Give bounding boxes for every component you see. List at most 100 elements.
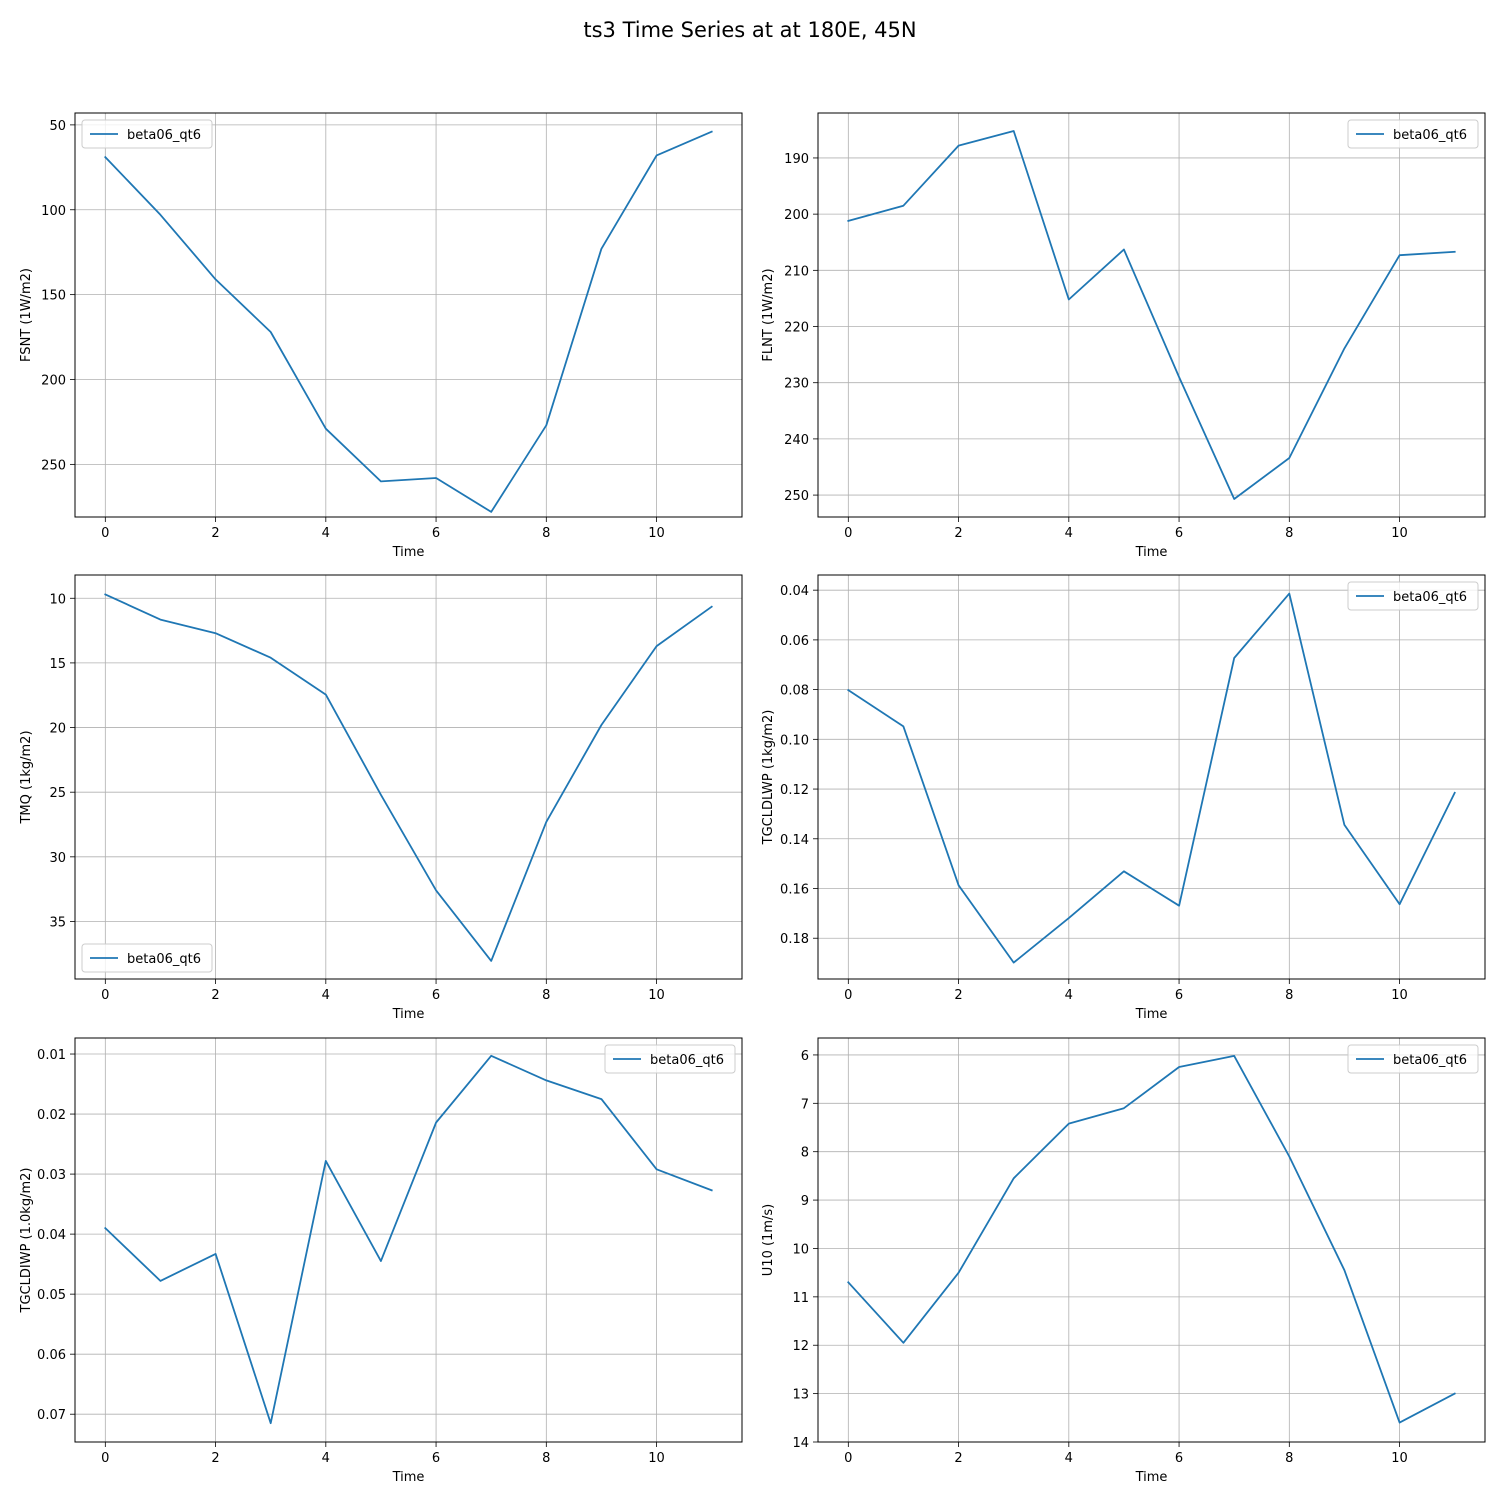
- y-tick-label: 14: [792, 1436, 809, 1451]
- x-tick-label: 4: [322, 1451, 330, 1466]
- y-tick-label: 8: [801, 1146, 809, 1161]
- y-tick-label: 6: [801, 1049, 809, 1064]
- axes-frame: [74, 1037, 743, 1443]
- y-tick-label: 150: [41, 289, 66, 304]
- y-tick-label: 240: [784, 433, 809, 448]
- x-tick-label: 6: [432, 1451, 440, 1466]
- x-tick-label: 8: [1285, 1451, 1293, 1466]
- x-tick-label: 10: [648, 1451, 665, 1466]
- legend: beta06_qt6: [81, 943, 213, 973]
- legend-label: beta06_qt6: [1393, 1053, 1467, 1068]
- x-tick-label: 2: [954, 526, 962, 541]
- y-tick-label: 0.18: [780, 932, 809, 947]
- y-tick-label: 50: [49, 119, 66, 134]
- y-axis: 10 15 20 25 30 35 TMQ (1kg/m2): [19, 592, 75, 930]
- y-axis: 0.01 0.02 0.03 0.04 0.05 0.06 0.07 TGCLDIWP (1.…: [19, 1048, 75, 1423]
- legend-label: beta06_qt6: [650, 1053, 724, 1068]
- y-tick-label: 0.16: [780, 883, 809, 898]
- x-axis: 0 2 4 6 8 10 Time: [844, 1442, 1408, 1485]
- x-tick-label: 10: [648, 526, 665, 541]
- x-tick-label: 6: [432, 988, 440, 1003]
- y-tick-label: 35: [49, 915, 66, 930]
- y-tick-label: 7: [801, 1097, 809, 1112]
- y-axis-label: FSNT (1W/m2): [19, 268, 34, 362]
- x-tick-label: 8: [542, 988, 550, 1003]
- x-tick-label: 4: [322, 988, 330, 1003]
- y-tick-label: 250: [784, 489, 809, 504]
- y-tick-label: 13: [792, 1388, 809, 1403]
- x-axis: 0 2 4 6 8 10 Time: [101, 1442, 665, 1485]
- x-tick-label: 6: [1175, 526, 1183, 541]
- grid: [75, 1038, 742, 1442]
- y-tick-label: 11: [792, 1291, 809, 1306]
- y-tick-label: 0.12: [780, 783, 809, 798]
- y-axis-label: TGCLDIWP (1.0kg/m2): [19, 1168, 34, 1314]
- x-tick-label: 10: [1391, 1451, 1408, 1466]
- y-axis-label: TMQ (1kg/m2): [19, 730, 34, 824]
- subplot-6: 0 2 4 6 8 10 Time 6 7 8 9 10 11 12 13 14 U10 (1m/s) beta0…: [761, 1037, 1486, 1485]
- x-tick-label: 0: [101, 988, 109, 1003]
- x-axis-label: Time: [392, 1007, 425, 1022]
- grid: [818, 113, 1485, 517]
- y-axis: 50 100 150 200 250 FSNT (1W/m2): [19, 119, 75, 473]
- legend-box: [1347, 119, 1479, 149]
- x-tick-label: 2: [211, 988, 219, 1003]
- grid: [75, 113, 742, 517]
- series-line-beta06_qt6: [847, 130, 1456, 500]
- y-tick-label: 20: [49, 722, 66, 737]
- y-tick-label: 9: [801, 1194, 809, 1209]
- axes-frame: [817, 112, 1486, 518]
- x-tick-label: 0: [101, 1451, 109, 1466]
- y-tick-label: 0.05: [37, 1288, 66, 1303]
- legend: beta06_qt6: [81, 119, 213, 149]
- subplot-4: 0 2 4 6 8 10Time0.040.060.080.100.120.140.160…: [761, 574, 1486, 1022]
- series-line-beta06_qt6: [104, 130, 713, 513]
- y-tick-label: 0.08: [780, 684, 809, 699]
- axes-frame: [817, 1037, 1486, 1443]
- y-tick-label: 15: [49, 657, 66, 672]
- y-tick-label: 250: [41, 458, 66, 473]
- x-tick-label: 4: [322, 526, 330, 541]
- y-tick-label: 0.10: [780, 733, 809, 748]
- y-tick-label: 220: [784, 321, 809, 336]
- legend: beta06_qt6: [604, 1044, 736, 1074]
- x-tick-label: 0: [844, 1451, 852, 1466]
- y-tick-label: 10: [792, 1242, 809, 1257]
- legend-box: [1347, 1044, 1479, 1074]
- y-tick-label: 0.02: [37, 1108, 66, 1123]
- legend-label: beta06_qt6: [127, 128, 201, 143]
- x-tick-label: 4: [1065, 526, 1073, 541]
- y-tick-label: 230: [784, 377, 809, 392]
- x-tick-label: 6: [432, 526, 440, 541]
- y-tick-label: 10: [49, 592, 66, 607]
- x-axis: 0 2 4 6 8 10 Time: [101, 517, 665, 560]
- legend-label: beta06_qt6: [127, 952, 201, 967]
- x-tick-label: 8: [1285, 526, 1293, 541]
- x-tick-label: 10: [648, 988, 665, 1003]
- y-axis-label: TGCLDLWP (1kg/m2): [761, 710, 776, 846]
- y-tick-label: 0.07: [37, 1408, 66, 1423]
- y-tick-label: 0.14: [780, 833, 809, 848]
- axes-frame: [74, 574, 743, 980]
- series-line-beta06_qt6: [104, 593, 713, 962]
- y-tick-label: 210: [784, 264, 809, 279]
- legend-box: [604, 1044, 736, 1074]
- legend-box: [81, 119, 213, 149]
- x-tick-label: 0: [844, 526, 852, 541]
- y-tick-label: 100: [41, 204, 66, 219]
- x-tick-label: 2: [211, 1451, 219, 1466]
- grid: [75, 575, 742, 979]
- legend: beta06_qt6: [1347, 1044, 1479, 1074]
- x-tick-label: 8: [542, 1451, 550, 1466]
- x-axis: 0 2 4 6 8 10 Time: [844, 517, 1408, 560]
- y-tick-label: 200: [784, 208, 809, 223]
- y-tick-label: 0.04: [780, 584, 809, 599]
- legend-box: [1347, 581, 1479, 611]
- axes-frame: [74, 112, 743, 518]
- y-tick-label: 200: [41, 374, 66, 389]
- subplot-5: 0 2 4 6 8 10 Time 0.01 0.02 0.03 0.04 0.05 0.06 0.07 T…: [19, 1037, 743, 1485]
- x-tick-label: 8: [1285, 988, 1293, 1003]
- x-axis-label: Time: [1135, 1470, 1168, 1485]
